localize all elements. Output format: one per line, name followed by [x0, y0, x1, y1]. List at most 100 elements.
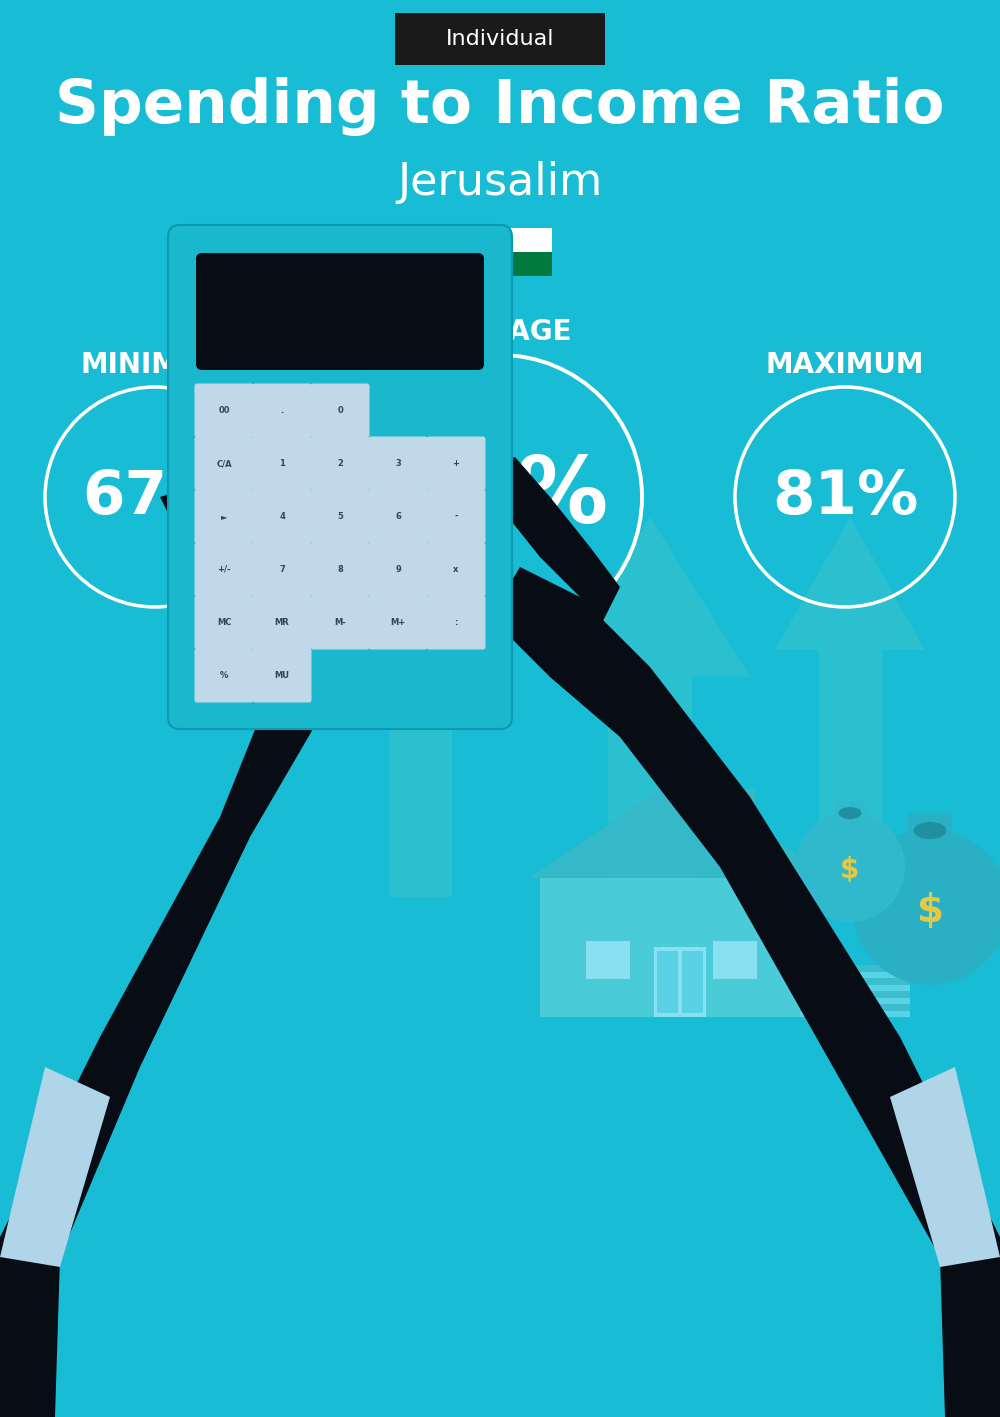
Text: MC: MC [217, 618, 231, 626]
Text: 81%: 81% [772, 468, 918, 527]
Bar [447, 228, 552, 252]
Circle shape [795, 812, 905, 922]
Bar [800, 1005, 910, 1010]
Bar [800, 1010, 910, 1017]
Text: 6: 6 [395, 512, 401, 521]
FancyBboxPatch shape [253, 384, 312, 438]
Bar [908, 813, 952, 843]
Text: x: x [453, 565, 459, 574]
FancyBboxPatch shape [426, 543, 485, 597]
Bar [654, 947, 706, 1017]
Bar [835, 801, 865, 822]
FancyBboxPatch shape [311, 489, 370, 544]
FancyBboxPatch shape [369, 489, 428, 544]
Bar [800, 972, 910, 978]
FancyBboxPatch shape [194, 649, 254, 703]
FancyBboxPatch shape [395, 13, 605, 65]
Text: AVERAGE: AVERAGE [428, 317, 572, 346]
Bar [682, 951, 703, 1013]
Bar [800, 985, 910, 990]
Text: C/A: C/A [216, 459, 232, 468]
FancyBboxPatch shape [369, 436, 428, 490]
Text: 1: 1 [279, 459, 285, 468]
Text: Jerusalim: Jerusalim [397, 160, 603, 204]
FancyBboxPatch shape [253, 595, 312, 649]
FancyBboxPatch shape [253, 543, 312, 597]
FancyBboxPatch shape [253, 649, 312, 703]
Bar [713, 941, 757, 979]
Bar [388, 724, 452, 897]
FancyBboxPatch shape [426, 436, 485, 490]
FancyBboxPatch shape [311, 436, 370, 490]
Text: .: . [280, 407, 284, 415]
Bar [447, 252, 552, 276]
Bar [657, 951, 678, 1013]
Bar [800, 965, 910, 972]
Text: 67%: 67% [82, 468, 228, 527]
FancyBboxPatch shape [311, 595, 370, 649]
Text: 00: 00 [218, 407, 230, 415]
Circle shape [852, 829, 1000, 985]
Polygon shape [528, 777, 832, 877]
Text: MU: MU [274, 672, 290, 680]
Text: :: : [454, 618, 458, 626]
Text: MR: MR [275, 618, 289, 626]
FancyBboxPatch shape [311, 384, 370, 438]
Text: 3: 3 [395, 459, 401, 468]
Bar [730, 789, 755, 845]
Ellipse shape [914, 822, 946, 839]
Text: 73%: 73% [390, 452, 610, 541]
Text: %: % [220, 672, 228, 680]
Text: 2: 2 [337, 459, 343, 468]
Text: +/-: +/- [217, 565, 231, 574]
Polygon shape [490, 567, 1000, 1417]
FancyBboxPatch shape [194, 543, 254, 597]
FancyBboxPatch shape [311, 543, 370, 597]
Bar [540, 877, 820, 1017]
Bar [800, 998, 910, 1005]
Ellipse shape [838, 808, 862, 819]
Text: 0: 0 [337, 407, 343, 415]
Polygon shape [447, 228, 512, 276]
Polygon shape [550, 517, 750, 676]
FancyBboxPatch shape [426, 489, 485, 544]
Text: 8: 8 [337, 565, 343, 574]
FancyBboxPatch shape [196, 254, 484, 370]
Polygon shape [775, 517, 925, 650]
Polygon shape [160, 482, 360, 667]
Text: Spending to Income Ratio: Spending to Income Ratio [55, 78, 945, 136]
Text: 7: 7 [279, 565, 285, 574]
FancyBboxPatch shape [194, 384, 254, 438]
Text: $: $ [917, 891, 944, 930]
Bar [818, 650, 882, 867]
Polygon shape [345, 616, 495, 724]
FancyBboxPatch shape [194, 436, 254, 490]
FancyBboxPatch shape [194, 595, 254, 649]
FancyBboxPatch shape [168, 225, 512, 728]
Text: 4: 4 [279, 512, 285, 521]
FancyBboxPatch shape [369, 543, 428, 597]
Text: MINIMUM: MINIMUM [80, 351, 230, 378]
Bar [586, 941, 630, 979]
Bar [800, 978, 910, 985]
Text: $: $ [840, 856, 860, 884]
Text: Individual: Individual [446, 28, 554, 50]
Polygon shape [0, 1067, 110, 1267]
Text: M-: M- [334, 618, 346, 626]
Text: +: + [453, 459, 460, 468]
Polygon shape [890, 1067, 1000, 1267]
Text: ►: ► [221, 512, 227, 521]
FancyBboxPatch shape [426, 595, 485, 649]
Bar [800, 992, 910, 998]
FancyBboxPatch shape [369, 595, 428, 649]
Polygon shape [0, 567, 460, 1417]
Bar [608, 676, 692, 937]
Text: 9: 9 [395, 565, 401, 574]
Text: MAXIMUM: MAXIMUM [766, 351, 924, 378]
Polygon shape [350, 458, 460, 597]
FancyBboxPatch shape [194, 489, 254, 544]
FancyBboxPatch shape [253, 436, 312, 490]
Bar [447, 228, 552, 252]
Text: M+: M+ [390, 618, 406, 626]
Text: 5: 5 [337, 512, 343, 521]
